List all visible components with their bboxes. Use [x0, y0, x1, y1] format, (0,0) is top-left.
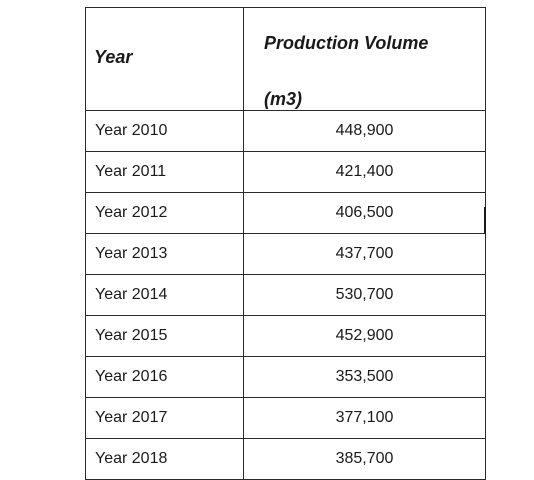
year-cell: Year 2014 — [85, 274, 244, 316]
table-row: Year 2011 421,400 — [85, 151, 486, 193]
volume-cell: 421,400 — [243, 151, 486, 193]
table-row: Year 2013 437,700 — [85, 233, 486, 275]
table-row: Year 2012 406,500 — [85, 192, 486, 234]
header-year: Year — [85, 7, 244, 111]
table-row: Year 2014 530,700 — [85, 274, 486, 316]
text-cursor-mark — [484, 207, 486, 233]
table-row: Year 2015 452,900 — [85, 315, 486, 357]
volume-cell: 385,700 — [243, 438, 486, 480]
table-row: Year 2016 353,500 — [85, 356, 486, 398]
volume-cell: 353,500 — [243, 356, 486, 398]
year-cell: Year 2012 — [85, 192, 244, 234]
year-cell: Year 2016 — [85, 356, 244, 398]
year-cell: Year 2017 — [85, 397, 244, 439]
volume-cell: 377,100 — [243, 397, 486, 439]
volume-cell: 406,500 — [243, 192, 486, 234]
volume-cell: 452,900 — [243, 315, 486, 357]
year-cell: Year 2018 — [85, 438, 244, 480]
production-table-container: Year Production Volume (m3) Year 2010 44… — [85, 7, 486, 480]
production-volume-table: Year Production Volume (m3) Year 2010 44… — [85, 7, 486, 480]
year-cell: Year 2015 — [85, 315, 244, 357]
year-cell: Year 2013 — [85, 233, 244, 275]
header-row: Year Production Volume (m3) — [85, 7, 486, 111]
header-volume-line2: (m3) — [264, 89, 303, 109]
year-cell: Year 2010 — [85, 110, 244, 152]
table-row: Year 2018 385,700 — [85, 438, 486, 480]
header-volume-line1: Production Volume — [264, 33, 429, 53]
year-cell: Year 2011 — [85, 151, 244, 193]
table-row: Year 2010 448,900 — [85, 110, 486, 152]
header-volume-label: Production Volume (m3) — [244, 8, 485, 110]
header-production-volume: Production Volume (m3) — [243, 7, 486, 111]
table-row: Year 2017 377,100 — [85, 397, 486, 439]
header-year-label: Year — [94, 47, 133, 67]
volume-cell: 437,700 — [243, 233, 486, 275]
volume-cell: 530,700 — [243, 274, 486, 316]
volume-cell: 448,900 — [243, 110, 486, 152]
